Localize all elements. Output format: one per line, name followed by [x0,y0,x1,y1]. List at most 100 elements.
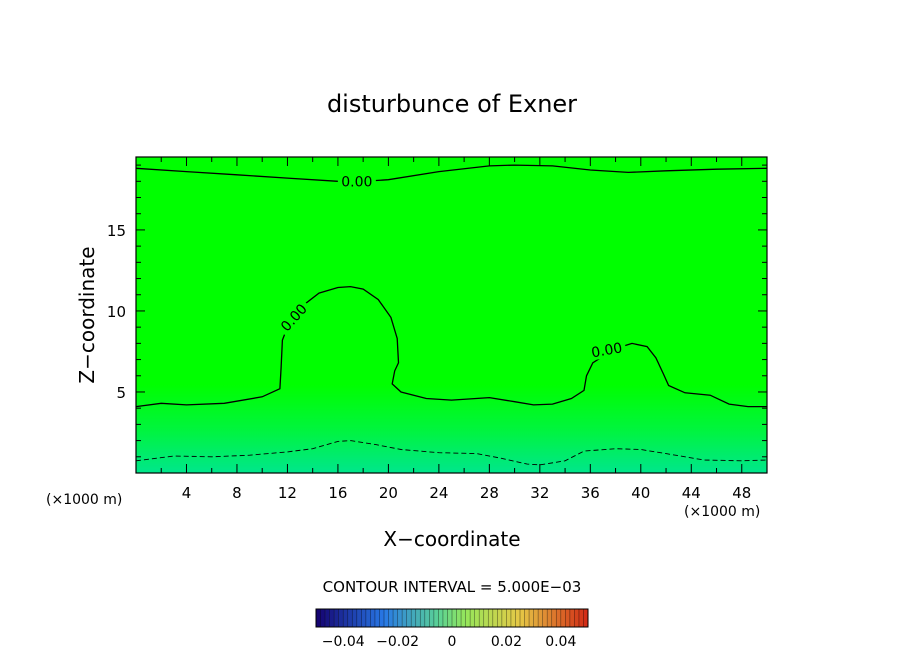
colorbar-cell [384,609,389,627]
colorbar-cell [320,609,326,627]
x-tick-label: 40 [631,484,650,502]
x-unit-label-right: (×1000 m) [684,504,760,520]
x-tick-label: 36 [581,484,600,502]
x-tick-label: 12 [278,484,297,502]
colorbar-cell [578,609,584,627]
colorbar-cell [556,609,561,627]
colorbar-cell [506,609,512,627]
colorbar-cell [397,609,403,627]
contour-interval-text: CONTOUR INTERVAL = 5.000E−03 [323,578,582,596]
x-tick-label: 16 [328,484,347,502]
colorbar-tick-label: −0.04 [322,634,365,650]
colorbar-cell [479,609,484,627]
contour-label-bg [274,297,313,337]
colorbar-cell [542,609,548,627]
colorbar-cell [393,609,398,627]
x-tick-label: 4 [182,484,192,502]
colorbar-cell [429,609,435,627]
colorbar-cell [338,609,344,627]
y-tick-label: 5 [116,384,126,402]
colorbar-cell [501,609,507,627]
colorbar: −0.04 −0.02 0 0.02 0.04 [315,608,589,650]
x-tick-label: 32 [530,484,549,502]
x-tick-label: 24 [429,484,448,502]
colorbar-cell [470,609,475,627]
contour-line-2 [136,440,767,466]
contour-label-bg [586,337,627,362]
colorbar-cell [370,609,376,627]
colorbar-tick-label: 0.02 [491,634,522,650]
colorbar-cell [424,609,430,627]
colorbar-cell [420,609,425,627]
plot-frame [135,156,768,474]
colorbar-cell [569,609,575,627]
colorbar-cell [492,609,498,627]
colorbar-cell [415,609,421,627]
chart-title: disturbunce of Exner [327,90,577,118]
y-tick-label: 10 [107,303,126,321]
colorbar-cell [329,609,335,627]
colorbar-cell [452,609,457,627]
x-unit-label: (×1000 m) [46,492,122,508]
colorbar-cell [515,609,521,627]
contour-label: 0.00 [341,174,372,190]
colorbar-cell [325,609,330,627]
colorbar-cell [533,609,539,627]
colorbar-cell [347,609,353,627]
colorbar-cell [316,609,321,627]
colorbar-cell [438,609,444,627]
contour-labels: 0.000.000.00 [274,172,627,362]
x-axis-title: X−coordinate [383,527,520,551]
colorbar-cell [442,609,448,627]
colorbar-cell [433,609,439,627]
colorbar-cell [379,609,385,627]
colorbar-cell [365,609,371,627]
colorbar-cell [529,609,534,627]
colorbar-cell [510,609,516,627]
colorbar-cell [488,609,493,627]
colorbar-cell [524,609,530,627]
contour-line-1 [136,285,767,408]
colorbar-cell [465,609,471,627]
colorbar-cell [334,609,339,627]
x-tick-label: 20 [379,484,398,502]
field-fill [136,157,767,473]
x-tick-label: 8 [232,484,242,502]
contour-label: 0.00 [590,340,623,361]
colorbar-cell [406,609,412,627]
colorbar-tick-label: 0 [448,634,457,650]
x-tick-label: 48 [732,484,751,502]
colorbar-cell [447,609,453,627]
colorbar-cell [352,609,357,627]
y-tick-label: 15 [107,222,126,240]
colorbar-cell [374,609,380,627]
colorbar-cell [583,609,589,627]
colorbar-cell [388,609,394,627]
colorbar-cell [565,609,571,627]
colorbar-cell [497,609,503,627]
contour-line-0 [136,164,767,183]
y-axis-title: Z−coordinate [75,246,99,383]
contour-lines [136,164,767,466]
contour-label-bg [337,172,376,190]
colorbar-cell [456,609,462,627]
colorbar-cell [560,609,566,627]
colorbar-cell [411,609,416,627]
colorbar-cell [520,609,525,627]
colorbar-cell [361,609,367,627]
colorbar-cell [356,609,362,627]
colorbar-cell [483,609,489,627]
colorbar-cell [574,609,580,627]
colorbar-frame [315,608,589,628]
colorbar-cell [538,609,543,627]
colorbar-tick-label: −0.02 [376,634,419,650]
colorbar-cell [402,609,407,627]
colorbar-cell [547,609,552,627]
colorbar-tick-label: 0.04 [545,634,576,650]
x-tick-label: 28 [480,484,499,502]
x-tick-label: 44 [682,484,701,502]
colorbar-cell [461,609,466,627]
